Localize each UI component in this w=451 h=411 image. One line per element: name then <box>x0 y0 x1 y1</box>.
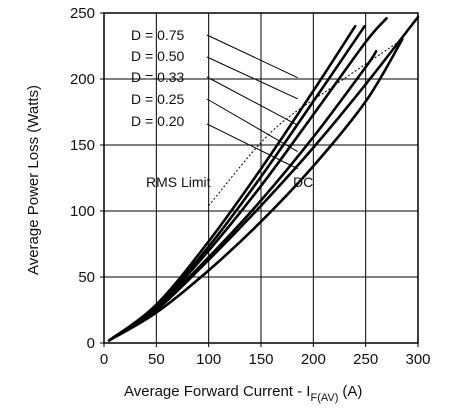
y-tick-label: 100 <box>70 203 95 220</box>
y-tick-label: 0 <box>87 335 95 352</box>
tick-labels: 0 50 100 150 200 250 300 0 50 100 150 200 250 <box>70 5 431 368</box>
leader-line-d-0-25 <box>206 98 298 153</box>
x-tick-label: 250 <box>353 351 378 368</box>
y-tick-label: 50 <box>78 269 95 286</box>
x-axis-label-subscript: F(AV) <box>310 392 338 404</box>
annotation-d-0-25: D = 0.25 <box>131 91 185 107</box>
y-axis-label: Average Power Loss (Watts) <box>25 85 42 275</box>
x-tick-label: 300 <box>405 351 430 368</box>
annotation-d-0-75: D = 0.75 <box>131 27 185 43</box>
y-tick-label: 150 <box>70 137 95 154</box>
annotations: D = 0.75 D = 0.50 D = 0.33 D = 0.25 D = 0.20… <box>131 27 313 190</box>
x-axis-label-unit: (A) <box>342 383 362 400</box>
x-tick-label: 50 <box>148 351 165 368</box>
annotation-d-0-20: D = 0.20 <box>131 113 185 129</box>
plot-frame <box>103 12 419 344</box>
series-line-d-0-20 <box>107 15 420 342</box>
x-axis-label-main: Average Forward Current - I <box>124 383 310 400</box>
annotation-d-0-50: D = 0.50 <box>131 48 185 64</box>
x-tick-label: 100 <box>196 351 221 368</box>
curves <box>107 15 420 342</box>
leader-line-d-0-50 <box>206 56 298 100</box>
rms-limit-line <box>208 38 403 207</box>
x-axis-label: Average Forward Current - IF(AV) (A) <box>124 383 362 404</box>
annotation-d-0-33: D = 0.33 <box>131 69 185 85</box>
y-tick-label: 250 <box>70 5 95 22</box>
y-tick-label: 200 <box>70 71 95 88</box>
series-line-dc <box>107 38 404 342</box>
x-tick-label: 0 <box>100 351 108 368</box>
leader-line-d-0-20 <box>206 123 298 170</box>
leader-line-d-0-33 <box>206 76 298 126</box>
leader-line-d-0-75 <box>206 34 298 79</box>
annotation-dc: DC <box>293 174 313 190</box>
x-tick-label: 200 <box>301 351 326 368</box>
annotation-rms-limit: RMS Limit <box>146 174 211 190</box>
x-tick-label: 150 <box>248 351 273 368</box>
leader-lines <box>206 34 298 170</box>
